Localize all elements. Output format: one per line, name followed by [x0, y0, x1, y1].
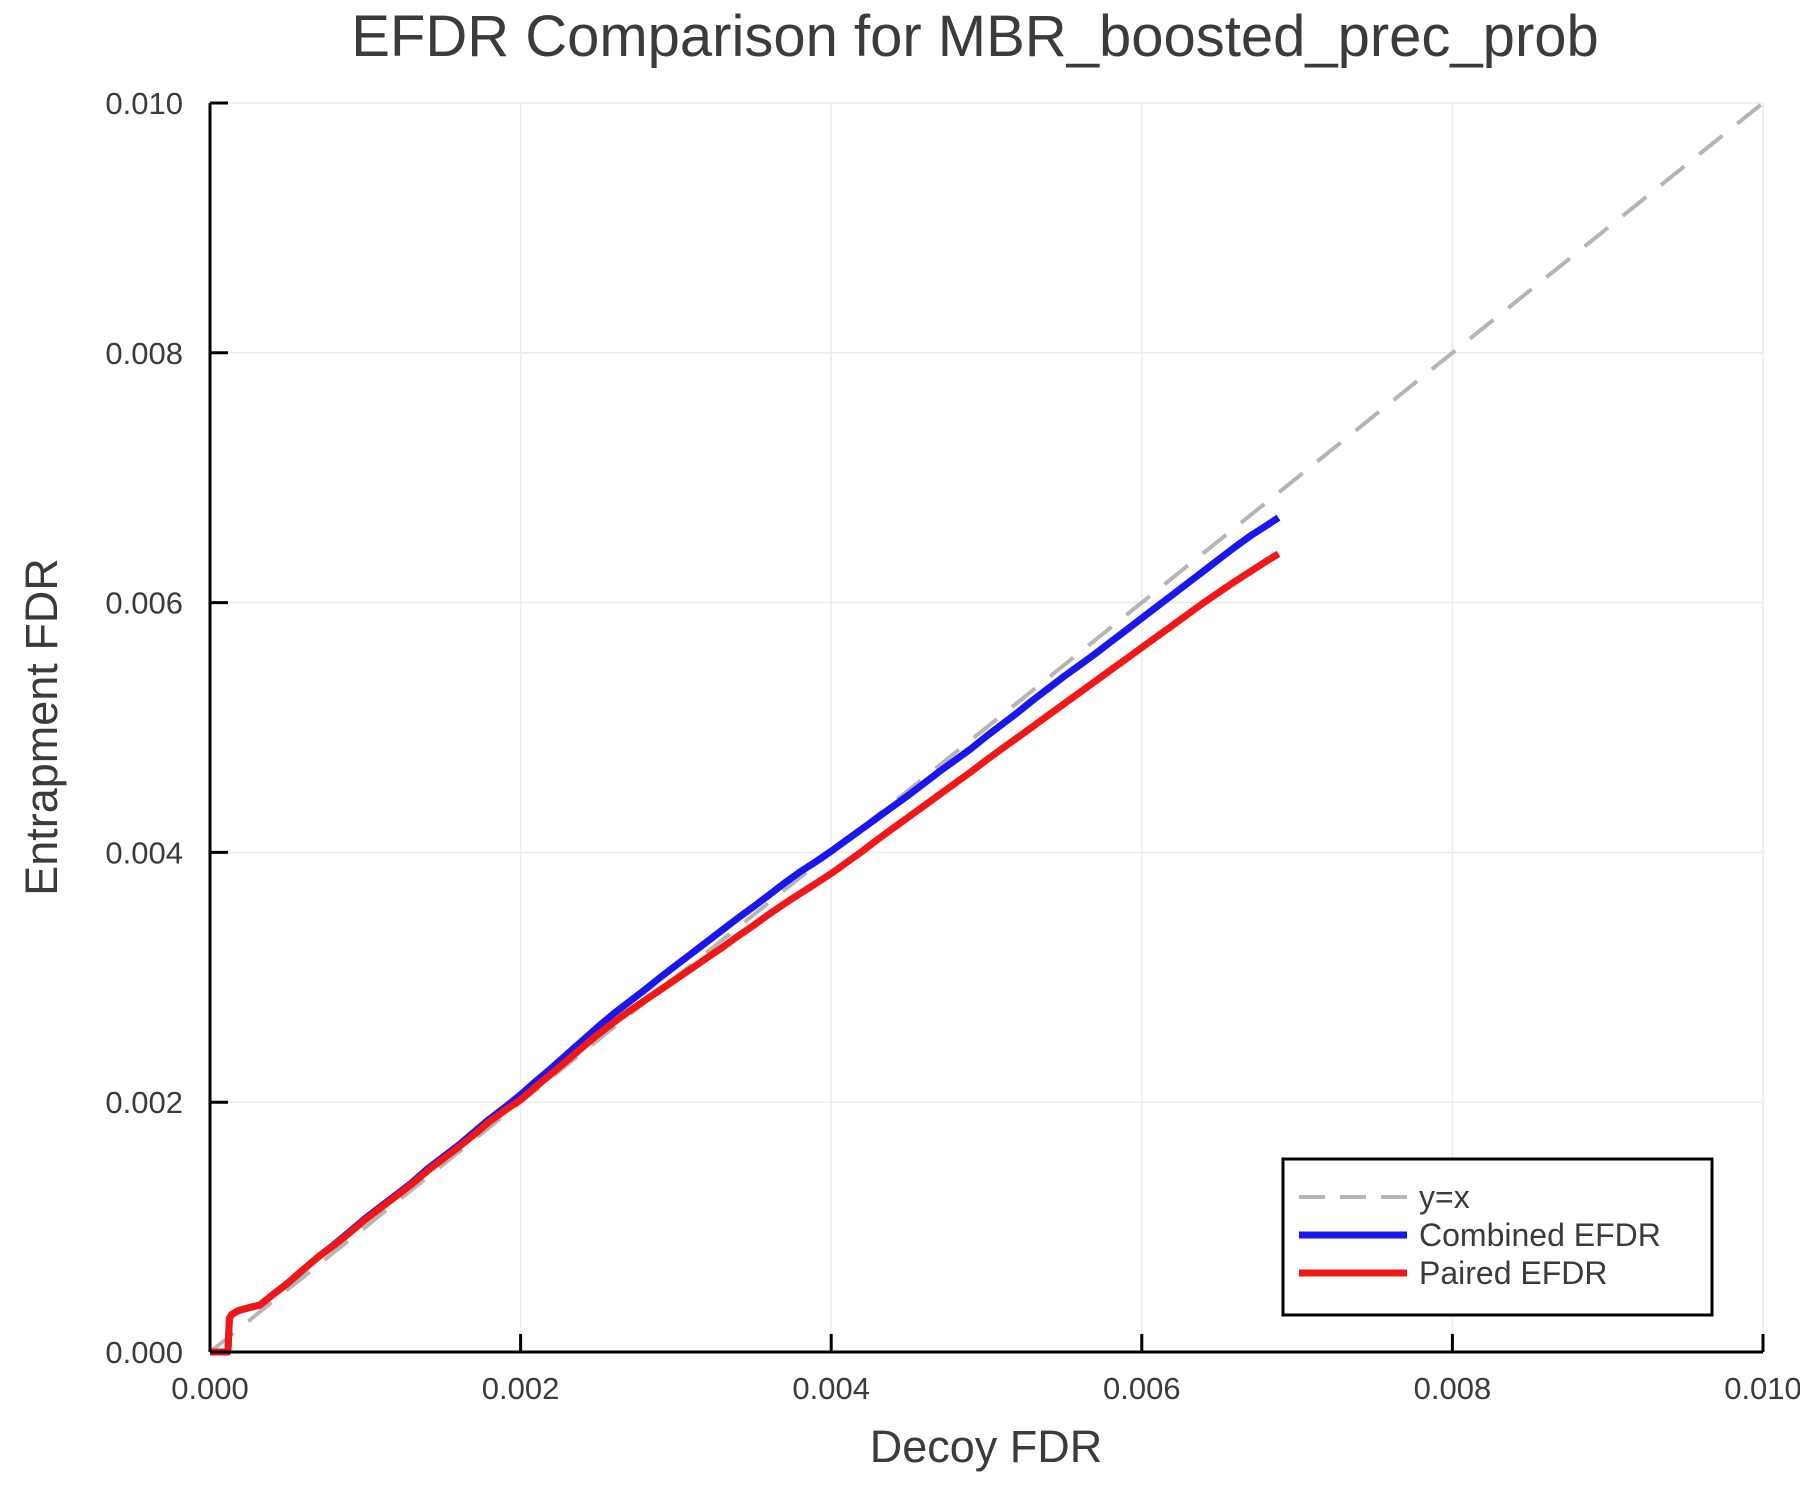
legend-label-identity: y=x	[1419, 1179, 1470, 1215]
x-tick-label: 0.010	[1724, 1371, 1800, 1406]
legend: y=x Combined EFDR Paired EFDR	[1281, 1157, 1714, 1317]
y-axis-title: Entrapment FDR	[16, 558, 67, 896]
series-layer	[208, 101, 1765, 1356]
grid-layer	[210, 102, 1764, 1352]
series-y-x	[208, 101, 1765, 1354]
tick-layer: 0.000 0.002 0.004 0.006 0.008 0.010 0.000 0.002…	[105, 86, 1800, 1406]
y-tick-label: 0.004	[105, 835, 183, 870]
x-tick-label: 0.008	[1414, 1371, 1492, 1406]
legend-label-combined: Combined EFDR	[1419, 1217, 1661, 1253]
y-tick-label: 0.008	[105, 336, 183, 371]
x-tick-label: 0.002	[482, 1371, 560, 1406]
axes-spines	[208, 103, 1763, 1354]
x-tick-label: 0.004	[792, 1371, 870, 1406]
y-tick-label: 0.006	[105, 586, 183, 621]
y-tick-label: 0.000	[105, 1335, 183, 1370]
series-paired-efdr	[210, 550, 1281, 1356]
x-tick-label: 0.006	[1103, 1371, 1181, 1406]
x-tick-label: 0.000	[171, 1371, 249, 1406]
y-tick-label: 0.002	[105, 1085, 183, 1120]
y-tick-label: 0.010	[105, 86, 183, 121]
chart-title: EFDR Comparison for MBR_boosted_prec_pro…	[351, 4, 1599, 69]
x-axis-title: Decoy FDR	[870, 1421, 1103, 1472]
legend-label-paired: Paired EFDR	[1419, 1255, 1608, 1291]
